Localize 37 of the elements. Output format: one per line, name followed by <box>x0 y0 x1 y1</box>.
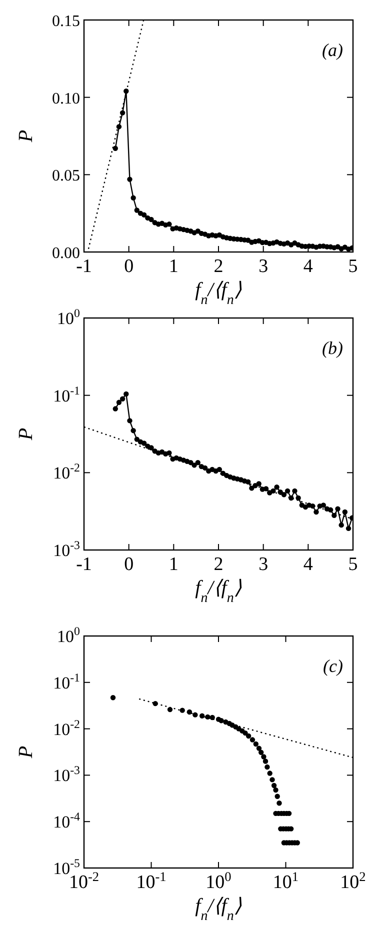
y-tick-label: 10$^{-2}$ <box>53 716 80 739</box>
x-tick-label: 3 <box>258 256 268 277</box>
x-tick-label: 1 <box>168 554 178 575</box>
y-tick-label: 0.05 <box>52 168 80 185</box>
x-tick-label: 2 <box>214 256 224 277</box>
x-tick-label: 5 <box>348 256 358 277</box>
annotation: (c) <box>323 656 343 676</box>
x-axis-title: f$_{n}$/⟨f$_{n}$⟩ <box>195 577 242 606</box>
annotation: (a) <box>322 40 343 60</box>
y-tick-label: 0.00 <box>52 245 80 262</box>
x-tick-label: 1 <box>168 256 178 277</box>
y-axis-title: P <box>15 428 37 442</box>
x-tick-label: 10$^{-1}$ <box>136 868 166 893</box>
x-tick-label: 4 <box>303 256 314 277</box>
x-axis-title: f$_{n}$/⟨f$_{n}$⟩ <box>195 279 242 308</box>
x-tick-label: 10$^{0}$ <box>206 868 232 893</box>
y-axis-title: P <box>15 130 37 144</box>
x-tick-label: 2 <box>214 554 224 575</box>
y-tick-label: 10$^{0}$ <box>57 306 80 328</box>
x-tick-label: 4 <box>303 554 314 575</box>
y-tick-label: 10$^{0}$ <box>57 624 80 646</box>
y-tick-label: 10$^{-1}$ <box>53 383 80 406</box>
x-tick-label: 10$^{2}$ <box>340 868 366 893</box>
y-tick-label: 10$^{-3}$ <box>53 763 80 786</box>
y-tick-label: 0.15 <box>52 13 80 30</box>
x-tick-label: 5 <box>348 554 358 575</box>
x-tick-label: 3 <box>258 554 268 575</box>
y-tick-label: 0.10 <box>52 90 80 108</box>
x-axis-title: f$_{n}$/⟨f$_{n}$⟩ <box>195 895 242 924</box>
y-tick-label: 10$^{-4}$ <box>53 810 80 832</box>
x-tick-label: 0 <box>124 554 134 575</box>
x-tick-label: 0 <box>124 256 134 277</box>
y-axis-title: P <box>15 746 37 760</box>
annotation: (b) <box>322 338 343 358</box>
y-tick-label: 10$^{-1}$ <box>53 670 80 692</box>
x-tick-label: 10$^{1}$ <box>272 868 299 893</box>
y-tick-label: 10$^{-2}$ <box>53 460 80 483</box>
